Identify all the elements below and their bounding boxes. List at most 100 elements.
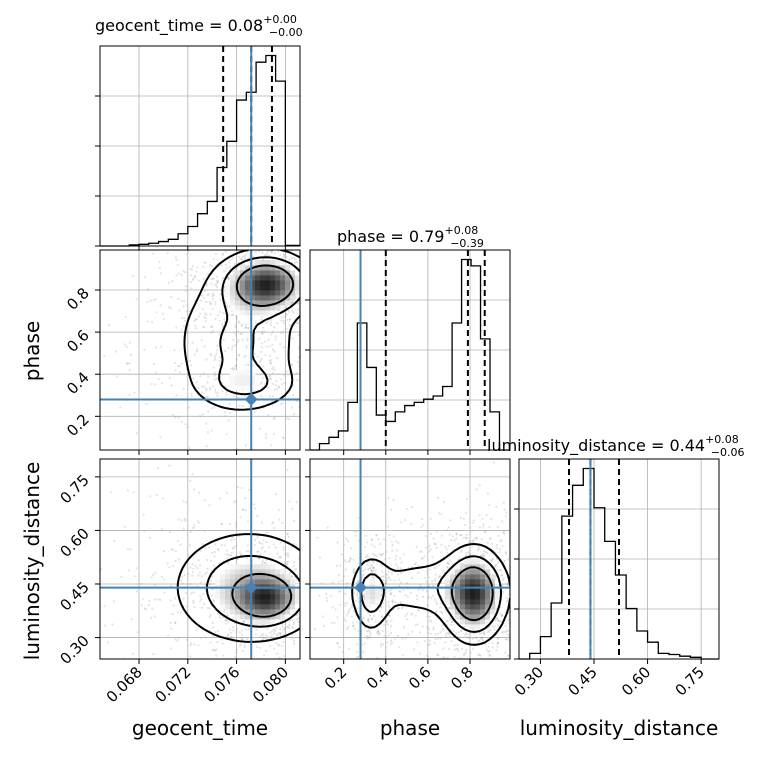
sample-point <box>466 633 469 636</box>
sample-point <box>197 574 200 577</box>
x-axis-label-phase: phase <box>380 716 440 740</box>
sample-point <box>268 254 271 257</box>
sample-point <box>258 635 262 639</box>
sample-point <box>282 548 285 551</box>
sample-point <box>344 568 347 571</box>
sample-point <box>262 228 264 230</box>
sample-point <box>283 655 286 658</box>
sample-point <box>284 316 287 319</box>
sample-point <box>259 394 262 397</box>
sample-point <box>281 436 284 439</box>
sample-point <box>374 620 377 623</box>
sample-point <box>365 605 368 608</box>
sample-point <box>282 346 286 349</box>
sample-point <box>534 613 536 615</box>
sample-point <box>193 526 196 529</box>
density-bin <box>255 380 261 386</box>
density-bin <box>490 579 496 585</box>
density-bin <box>275 579 281 585</box>
sample-point <box>151 607 154 610</box>
sample-point <box>288 318 292 321</box>
sample-point <box>269 631 272 634</box>
sample-point <box>480 632 483 635</box>
sample-point <box>375 355 377 357</box>
sample-point <box>225 433 228 436</box>
sample-point <box>239 214 241 216</box>
density-bin <box>230 300 236 306</box>
sample-point <box>270 318 273 321</box>
sample-point <box>497 637 500 640</box>
sample-point <box>355 277 357 279</box>
sample-point <box>410 505 414 509</box>
density-bin <box>260 260 266 266</box>
sample-point <box>216 281 219 284</box>
sample-point <box>354 534 357 537</box>
sample-point <box>320 432 322 434</box>
sample-point <box>219 362 222 365</box>
sample-point <box>239 643 242 646</box>
sample-point <box>233 501 236 504</box>
sample-point <box>320 626 322 628</box>
x-tick-label: 0.60 <box>618 663 654 699</box>
sample-point <box>191 278 195 281</box>
sample-point <box>373 545 376 548</box>
sample-point <box>154 571 157 575</box>
sample-point <box>128 393 131 396</box>
sample-point <box>424 535 427 538</box>
density-bin <box>495 599 501 605</box>
sample-point <box>241 636 244 639</box>
sample-point <box>300 640 302 642</box>
sample-point <box>161 497 165 500</box>
sample-point <box>318 310 320 312</box>
sample-point <box>247 363 250 366</box>
sample-point <box>185 605 188 608</box>
density-bin <box>265 305 271 311</box>
sample-point <box>280 403 283 406</box>
sample-point <box>283 630 286 634</box>
sample-point <box>207 410 210 413</box>
sample-point <box>305 432 307 434</box>
sample-point <box>231 547 234 550</box>
sample-point <box>288 238 290 240</box>
density-bin <box>240 280 246 286</box>
sample-point <box>195 628 198 631</box>
sample-point <box>436 653 439 656</box>
sample-point <box>169 621 173 624</box>
sample-point <box>218 356 222 359</box>
sample-point <box>410 523 413 526</box>
density-bin <box>255 295 261 301</box>
density-bin <box>275 569 281 575</box>
sample-point <box>388 557 391 560</box>
sample-point <box>293 621 296 624</box>
sample-point <box>314 235 316 237</box>
sample-point <box>277 644 280 647</box>
sample-point <box>260 357 263 360</box>
sample-point <box>425 630 427 632</box>
sample-point <box>265 436 268 439</box>
sample-point <box>261 561 264 565</box>
sample-point <box>380 615 383 618</box>
density-bin <box>270 310 276 316</box>
sample-point <box>517 562 519 564</box>
sample-point <box>300 292 302 294</box>
sample-point <box>333 644 335 646</box>
density-bin <box>260 574 266 580</box>
sample-point <box>74 610 76 612</box>
sample-point <box>493 625 496 628</box>
sample-point <box>527 598 529 600</box>
sample-point <box>315 643 317 645</box>
density-bin <box>280 295 286 301</box>
sample-point <box>256 514 259 518</box>
sample-point <box>196 519 199 522</box>
density-bin <box>465 614 471 620</box>
sample-point <box>214 284 217 287</box>
sample-point <box>224 619 227 622</box>
density-bin <box>265 574 271 580</box>
sample-point <box>387 694 389 696</box>
density-bin <box>445 579 451 585</box>
sample-point <box>272 628 275 631</box>
sample-point <box>273 388 276 391</box>
sample-point <box>159 598 162 602</box>
x-tick-label: 0.30 <box>511 663 547 699</box>
density-bin <box>255 564 261 570</box>
